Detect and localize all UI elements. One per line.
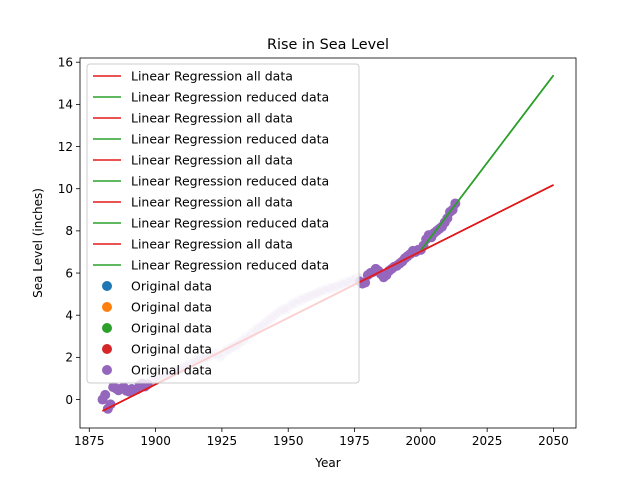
x-tick-label: 1975: [339, 434, 370, 448]
legend-entry: Linear Regression all data: [93, 237, 293, 252]
x-axis-label: Year: [314, 456, 340, 470]
legend-label: Linear Regression reduced data: [131, 216, 329, 231]
x-tick-label: 1900: [140, 434, 171, 448]
legend-box: [86, 63, 360, 384]
legend-label: Linear Regression reduced data: [131, 132, 329, 147]
y-tick-label: 16: [58, 56, 73, 70]
x-tick-label: 2050: [538, 434, 569, 448]
y-tick-label: 14: [58, 98, 73, 112]
x-tick-label: 2025: [472, 434, 503, 448]
legend-marker-swatch: [102, 365, 112, 375]
legend-marker-swatch: [102, 302, 112, 312]
y-tick-label: 4: [65, 309, 73, 323]
legend-entry: Linear Regression reduced data: [93, 132, 329, 147]
legend-entry: Original data: [102, 279, 212, 294]
scatter-point: [105, 399, 116, 410]
y-tick-label: 8: [65, 224, 73, 238]
legend-entry: Original data: [102, 342, 212, 357]
legend-marker-swatch: [102, 344, 112, 354]
legend-label: Linear Regression all data: [131, 195, 293, 210]
legend-entry: Original data: [102, 300, 212, 315]
legend-label: Original data: [131, 279, 212, 294]
legend-entry: Linear Regression all data: [93, 153, 293, 168]
legend-label: Linear Regression all data: [131, 153, 293, 168]
y-tick-label: 6: [65, 266, 73, 280]
legend-label: Original data: [131, 321, 212, 336]
legend-entry: Linear Regression reduced data: [93, 90, 329, 105]
legend-entry: Linear Regression reduced data: [93, 258, 329, 273]
x-tick-label: 1950: [273, 434, 304, 448]
legend: Linear Regression all data Linear Regress…: [86, 63, 360, 384]
legend-entry: Linear Regression all data: [93, 111, 293, 126]
legend-entry: Linear Regression reduced data: [93, 216, 329, 231]
y-tick-label: 2: [65, 351, 73, 365]
legend-label: Original data: [131, 342, 212, 357]
legend-label: Original data: [131, 300, 212, 315]
legend-entry: Linear Regression reduced data: [93, 174, 329, 189]
chart-title: Rise in Sea Level: [267, 37, 389, 53]
plot-frame: [79, 57, 577, 429]
legend-label: Linear Regression reduced data: [131, 90, 329, 105]
legend-entry: Linear Regression all data: [93, 195, 293, 210]
legend-entry: Original data: [102, 321, 212, 336]
y-tick-label: 0: [65, 393, 73, 407]
legend-entry: Original data: [102, 363, 212, 378]
x-tick-label: 1925: [207, 434, 238, 448]
scatter-point: [100, 389, 111, 400]
x-tick-label: 2000: [406, 434, 437, 448]
legend-marker-swatch: [102, 281, 112, 291]
legend-label: Linear Regression reduced data: [131, 258, 329, 273]
y-axis-label: Sea Level (inches): [31, 188, 45, 298]
legend-marker-swatch: [102, 323, 112, 333]
regression-line-reduced-data: [420, 74, 555, 251]
legend-label: Linear Regression all data: [131, 111, 293, 126]
legend-items: Linear Regression all data Linear Regress…: [93, 69, 329, 378]
legend-label: Linear Regression reduced data: [131, 174, 329, 189]
legend-label: Original data: [131, 363, 212, 378]
x-axis-ticks: 1875 1900 1925 1950 1975 2000 2025 2050: [74, 428, 569, 448]
legend-label: Linear Regression all data: [131, 69, 293, 84]
legend-label: Linear Regression all data: [131, 237, 293, 252]
y-axis-ticks: 0 2 4 6 8 10 12 14 16: [58, 56, 80, 407]
y-tick-label: 12: [58, 140, 73, 154]
y-tick-label: 10: [58, 182, 73, 196]
legend-entry: Linear Regression all data: [93, 69, 293, 84]
x-tick-label: 1875: [74, 434, 105, 448]
